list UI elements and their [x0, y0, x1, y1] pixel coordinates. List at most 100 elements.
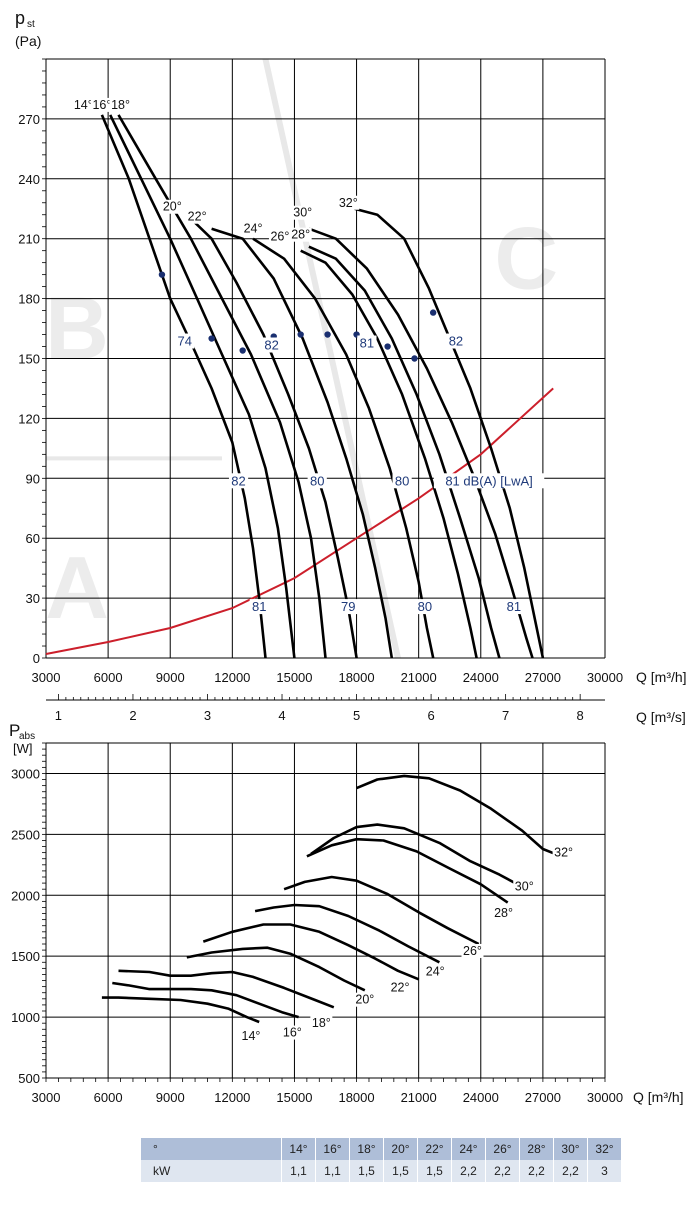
- angle-label-bg: [492, 906, 515, 921]
- power-curve-24deg: [254, 903, 440, 964]
- sound-label: 81: [252, 599, 266, 614]
- angle-label: 26°: [270, 230, 289, 244]
- efficiency-marker: [411, 355, 418, 362]
- efficiency-marker: [429, 309, 437, 316]
- ytick-label: 90: [26, 471, 40, 486]
- table-cell: °: [141, 1138, 282, 1160]
- table-cell: 22°: [417, 1138, 452, 1160]
- angle-label: 18°: [111, 98, 130, 112]
- power-curve-22deg: [202, 923, 420, 981]
- fan-curve-28deg: [308, 245, 501, 659]
- table-cell: 1,5: [383, 1160, 418, 1182]
- xtick-label: 24000: [463, 1090, 499, 1105]
- xtick-label: 27000: [525, 1090, 561, 1105]
- x2tick-label: 8: [577, 708, 584, 723]
- angle-label: 18°: [312, 1016, 331, 1030]
- power-yunit: [W]: [13, 741, 33, 756]
- power-curve-30deg: [310, 823, 525, 890]
- power-curve-14deg: [101, 996, 260, 1024]
- sound-label: 80: [418, 599, 432, 614]
- angle-label: 14°: [242, 1029, 261, 1043]
- power-curve-32deg: [356, 774, 556, 856]
- ytick-label: 500: [18, 1071, 40, 1086]
- power-ylabel-main: P: [9, 721, 20, 740]
- fan-curve-16deg: [109, 114, 296, 659]
- angle-label: 14°: [74, 98, 93, 112]
- power-ylabel-sub: abs: [19, 731, 35, 742]
- ytick-label: 3000: [11, 766, 40, 781]
- sound-label-bg: [415, 599, 435, 615]
- xtick-label: 24000: [463, 670, 499, 685]
- angle-label-bg: [72, 97, 95, 112]
- power-curve-26deg: [283, 875, 480, 946]
- power-curve-16deg: [112, 981, 299, 1019]
- angle-label-bg: [513, 879, 536, 894]
- fan-curve-14deg: [100, 114, 267, 659]
- angle-label: 28°: [291, 228, 310, 242]
- ytick-label: 2000: [11, 888, 40, 903]
- ytick-label: 180: [18, 292, 40, 307]
- sound-label-bg: [392, 473, 412, 489]
- sound-label: 82: [264, 338, 278, 353]
- xtick-label: 6000: [94, 670, 123, 685]
- sound-label: 80: [395, 473, 409, 488]
- power-chart: 500 1000 1500 2000 2500 3000 3000 6000 9000 12000…: [9, 721, 684, 1105]
- zone-letter: B: [45, 279, 109, 378]
- fan-curve-22deg: [211, 227, 394, 659]
- table-cell: 2,2: [553, 1160, 588, 1182]
- pressure-xlabel: Q [m³/h]: [636, 669, 687, 685]
- pressure-yunit: (Pa): [15, 33, 41, 49]
- angle-label-bg: [291, 205, 314, 220]
- table-cell: 16°: [315, 1138, 350, 1160]
- table-cell: 1,5: [417, 1160, 452, 1182]
- sound-label-bg: [338, 599, 358, 615]
- pressure-ylabel-sub: st: [27, 19, 35, 30]
- motor-power-table: ° 14° 16° 18° 20° 22° 24° 26° 28° 30° 32…: [141, 1138, 621, 1182]
- x2tick-label: 6: [427, 708, 434, 723]
- xtick-label: 27000: [525, 670, 561, 685]
- sound-label: 82: [449, 334, 463, 349]
- angle-label: 24°: [426, 965, 445, 979]
- pressure-xlabel2: Q [m³/s]: [636, 709, 686, 725]
- angle-label-bg: [424, 964, 447, 979]
- sound-label-bg: [228, 473, 249, 489]
- table-cell: 1,1: [315, 1160, 350, 1182]
- angle-label: 16°: [283, 1026, 302, 1040]
- angle-label-bg: [289, 227, 312, 242]
- angle-label: 26°: [463, 944, 482, 958]
- xtick-label: 9000: [156, 670, 185, 685]
- sound-label: 81 dB(A) [LwA]: [445, 473, 532, 488]
- angle-label: 32°: [554, 845, 573, 859]
- table-cell: 1,1: [281, 1160, 316, 1182]
- table-cell: 26°: [485, 1138, 520, 1160]
- sound-label-bg: [357, 335, 377, 351]
- x2tick-label: 5: [353, 708, 360, 723]
- angle-label-bg: [161, 199, 184, 214]
- zone-letter: C: [495, 209, 559, 308]
- ytick-label: 150: [18, 352, 40, 367]
- table-cell: 2,2: [451, 1160, 486, 1182]
- table-cell: 30°: [553, 1138, 588, 1160]
- angle-label-bg: [310, 1015, 333, 1030]
- angle-label-bg: [281, 1025, 304, 1040]
- x2tick-label: 4: [278, 708, 285, 723]
- table-cell: 1,5: [349, 1160, 384, 1182]
- efficiency-marker: [208, 335, 215, 342]
- table-cell: 18°: [349, 1138, 384, 1160]
- system-curve: [45, 387, 554, 655]
- ytick-label: 30: [26, 591, 40, 606]
- angle-label-bg: [186, 209, 209, 224]
- angle-label-bg: [552, 845, 575, 860]
- angle-label-bg: [242, 221, 265, 236]
- ytick-label: 2500: [11, 827, 40, 842]
- xtick-label: 12000: [214, 1090, 250, 1105]
- table-cell: 2,2: [519, 1160, 554, 1182]
- xtick-label: 30000: [587, 1090, 623, 1105]
- sound-label: 74: [177, 334, 191, 349]
- power-curve-20deg: [186, 946, 366, 992]
- angle-label: 30°: [515, 879, 534, 893]
- sound-label-bg: [446, 333, 466, 349]
- angle-label-bg: [461, 943, 484, 958]
